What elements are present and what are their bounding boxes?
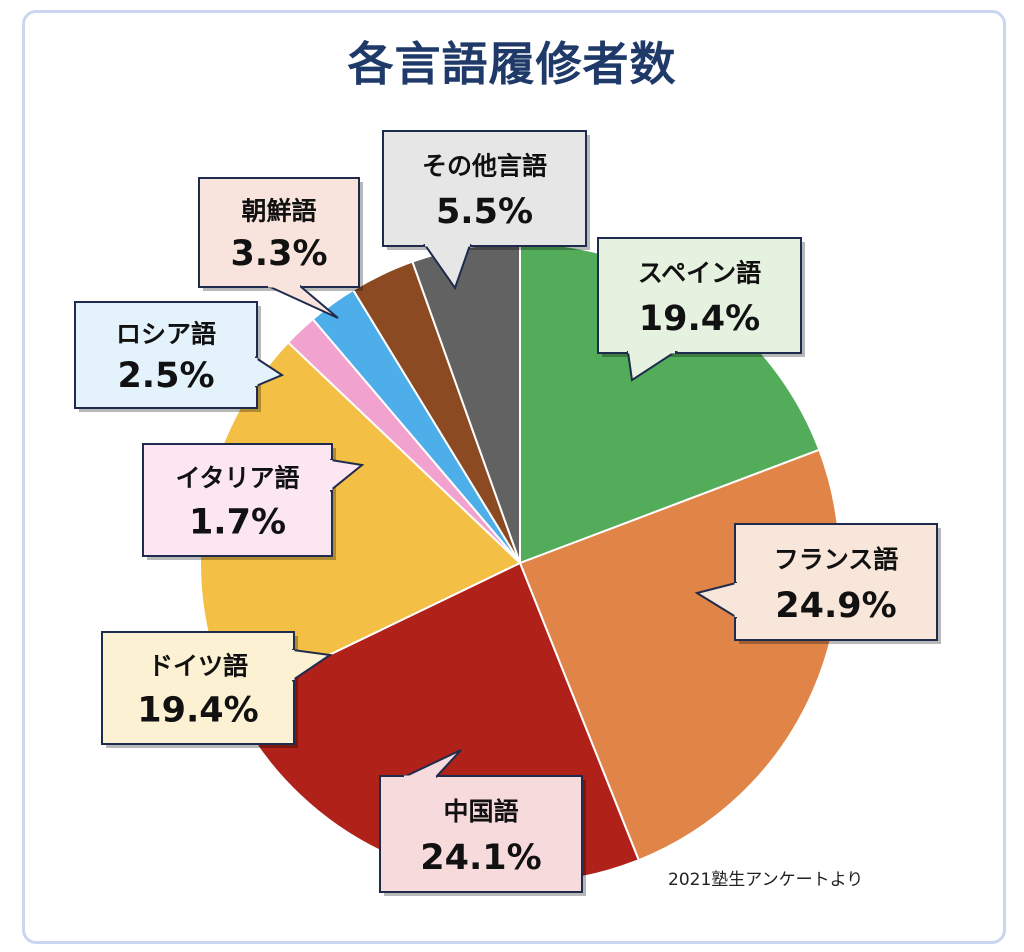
callout-name-label: 中国語 [443,797,518,826]
callout-value-label: 1.7% [189,503,286,543]
callout-box [597,237,802,354]
callout-6: ロシア語 2.5% [74,301,285,412]
callout-box [142,443,333,557]
callout-value-label: 24.9% [775,586,896,626]
callout-5: イタリア語 1.7% [142,443,365,560]
callout-name-label: 朝鮮語 [241,196,316,225]
callout-4: ドイツ語 19.4% [101,631,333,748]
callout-value-label: 24.1% [420,838,541,878]
callout-2: フランス語 24.9% [694,523,941,644]
callout-box [379,775,583,893]
callout-value-label: 19.4% [137,691,258,731]
callout-name-label: フランス語 [774,545,899,574]
callout-value-label: 19.4% [639,299,760,339]
callout-value-label: 2.5% [117,356,214,396]
callout-name-label: その他言語 [422,152,547,181]
callout-name-label: イタリア語 [175,464,299,493]
callout-box [198,177,360,288]
chart-title: 各言語履修者数 [347,37,677,91]
callout-7: 朝鮮語 3.3% [198,177,363,319]
callout-value-label: 5.5% [436,192,533,232]
source-note: 2021塾生アンケートより [668,870,864,890]
callout-3: 中国語 24.1% [379,749,586,896]
pie-callouts: スペイン語 19.4% フランス語 24.9% 中国語 24.1% ドイツ語 19.4% イタリ… [74,130,941,896]
callout-8: その他言語 5.5% [382,130,590,291]
callout-value-label: 3.3% [230,234,327,274]
callout-box [382,130,587,247]
callout-name-label: ロシア語 [116,319,216,348]
callout-name-label: スペイン語 [638,259,761,288]
callout-box [74,301,258,409]
callout-box [101,631,295,745]
callout-name-label: ドイツ語 [148,652,248,681]
callout-1: スペイン語 19.4% [597,237,805,382]
callout-box [734,523,938,641]
